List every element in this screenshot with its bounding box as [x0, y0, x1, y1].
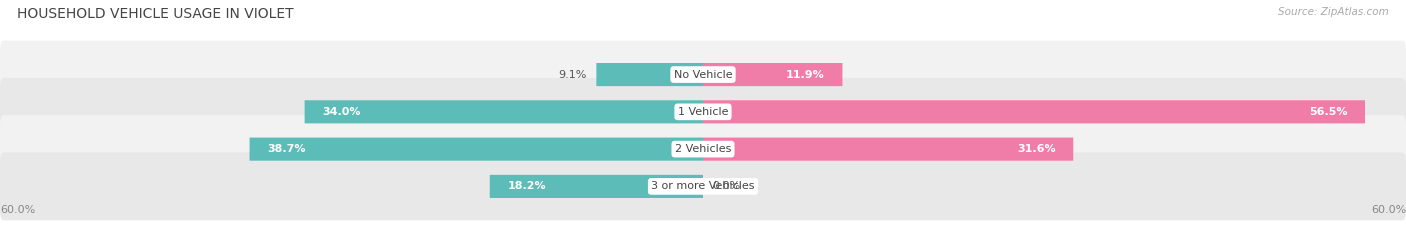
Text: 18.2%: 18.2%: [508, 182, 546, 191]
Text: 9.1%: 9.1%: [558, 70, 588, 79]
Text: 1 Vehicle: 1 Vehicle: [678, 107, 728, 117]
Text: 38.7%: 38.7%: [267, 144, 305, 154]
FancyBboxPatch shape: [0, 115, 1406, 183]
FancyBboxPatch shape: [0, 152, 1406, 220]
FancyBboxPatch shape: [305, 100, 703, 123]
FancyBboxPatch shape: [703, 137, 1073, 161]
Text: HOUSEHOLD VEHICLE USAGE IN VIOLET: HOUSEHOLD VEHICLE USAGE IN VIOLET: [17, 7, 294, 21]
Text: 2 Vehicles: 2 Vehicles: [675, 144, 731, 154]
FancyBboxPatch shape: [596, 63, 703, 86]
FancyBboxPatch shape: [0, 78, 1406, 146]
Text: 31.6%: 31.6%: [1017, 144, 1056, 154]
FancyBboxPatch shape: [703, 100, 1365, 123]
Text: Source: ZipAtlas.com: Source: ZipAtlas.com: [1278, 7, 1389, 17]
Text: 60.0%: 60.0%: [0, 205, 35, 215]
Text: 56.5%: 56.5%: [1309, 107, 1347, 117]
Text: 34.0%: 34.0%: [322, 107, 361, 117]
Text: 60.0%: 60.0%: [1371, 205, 1406, 215]
Text: No Vehicle: No Vehicle: [673, 70, 733, 79]
FancyBboxPatch shape: [703, 63, 842, 86]
FancyBboxPatch shape: [489, 175, 703, 198]
FancyBboxPatch shape: [0, 41, 1406, 109]
Text: 3 or more Vehicles: 3 or more Vehicles: [651, 182, 755, 191]
Text: 0.0%: 0.0%: [713, 182, 741, 191]
FancyBboxPatch shape: [249, 137, 703, 161]
Text: 11.9%: 11.9%: [786, 70, 825, 79]
